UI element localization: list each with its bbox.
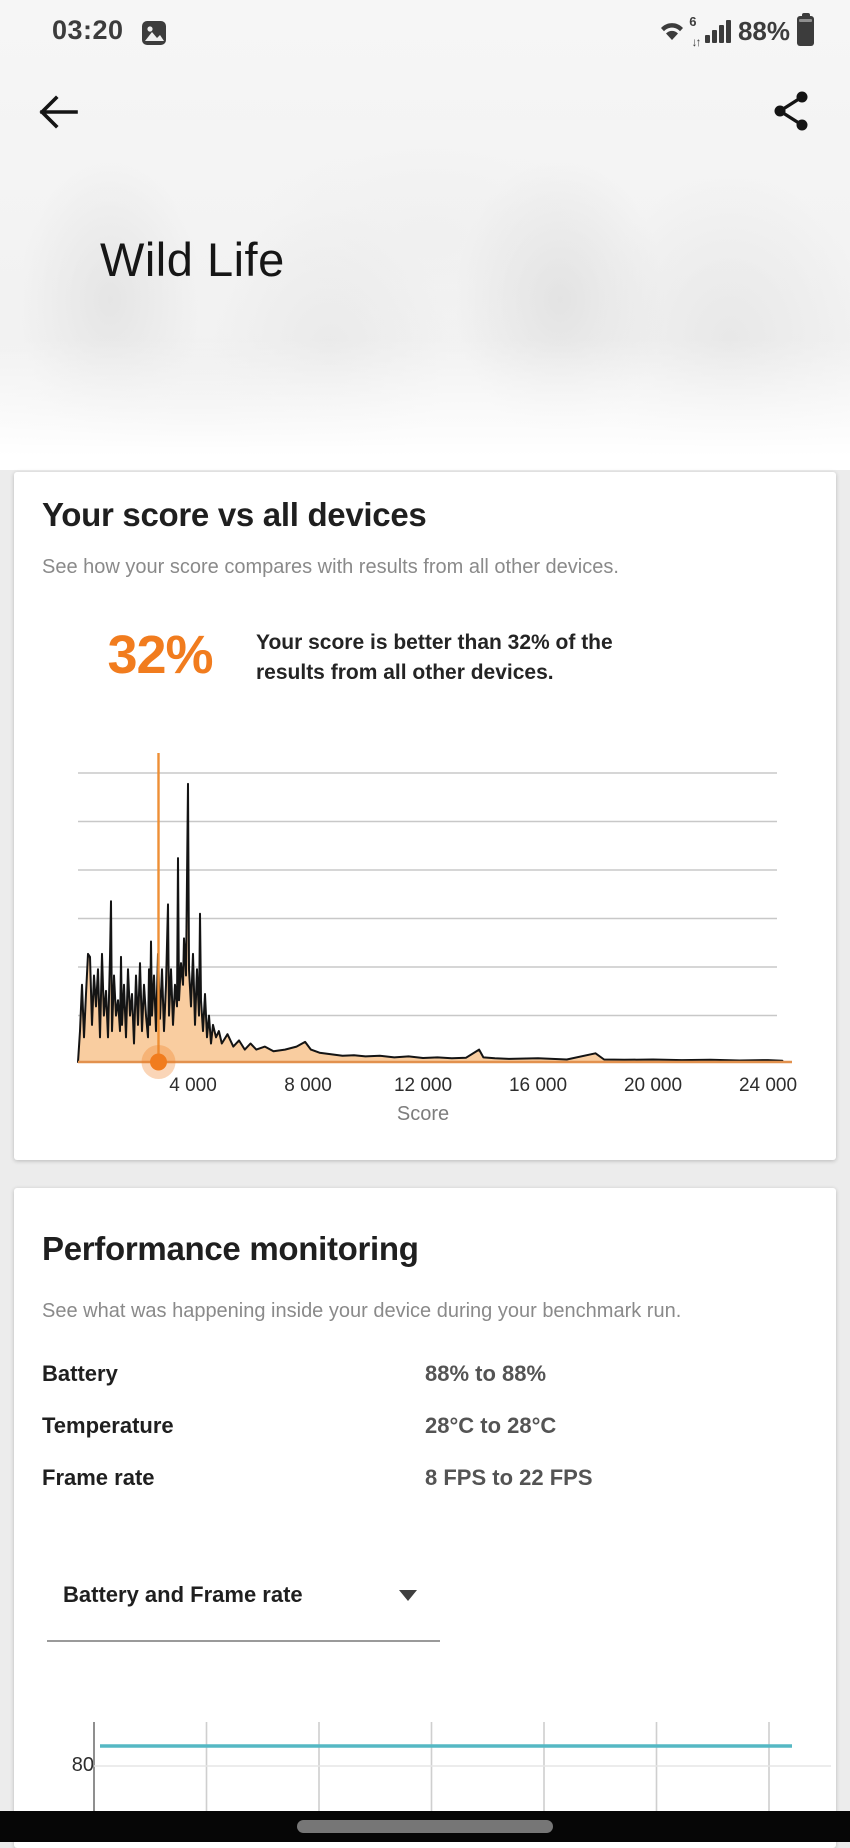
battery-percent-label: 88% bbox=[737, 15, 790, 46]
x-axis-title: Score bbox=[397, 1103, 449, 1120]
hero-header: 03:20 6 ↓↑ 88% bbox=[0, 0, 850, 470]
nav-handle[interactable] bbox=[297, 1820, 553, 1833]
clock-label: 03:20 bbox=[52, 15, 124, 45]
page-title: Wild Life bbox=[100, 233, 285, 286]
score-histogram-chart: 4 000 8 000 12 000 16 000 20 000 24 000 Score bbox=[77, 753, 797, 1120]
row-value-temperature: 28°C to 28°C bbox=[425, 1413, 557, 1438]
metric-dropdown[interactable]: Battery and Frame rate bbox=[63, 1574, 483, 1632]
wifi-icon: 6 ↓↑ bbox=[658, 14, 701, 49]
share-icon bbox=[772, 91, 812, 136]
image-notification-icon bbox=[141, 20, 167, 51]
dropdown-label: Battery and Frame rate bbox=[63, 1582, 303, 1607]
x-tick-label: 8 000 bbox=[284, 1075, 332, 1096]
chevron-down-icon bbox=[399, 1590, 417, 1601]
status-bar: 03:20 6 ↓↑ 88% bbox=[0, 0, 850, 62]
performance-chart bbox=[93, 1722, 831, 1811]
wifi-6-label: 6 bbox=[689, 14, 697, 29]
dropdown-underline bbox=[47, 1640, 440, 1642]
back-button[interactable] bbox=[36, 92, 80, 132]
score-card: Your score vs all devices See how your s… bbox=[14, 472, 836, 1160]
battery-icon bbox=[797, 13, 814, 46]
arrow-left-icon bbox=[36, 95, 80, 136]
y-tick-label: 80 bbox=[71, 1754, 94, 1776]
performance-subtitle: See what was happening inside your devic… bbox=[42, 1300, 682, 1322]
performance-heading: Performance monitoring bbox=[42, 1230, 419, 1267]
nav-bar bbox=[0, 1811, 850, 1842]
row-label-temperature: Temperature bbox=[42, 1413, 174, 1438]
x-tick-label: 24 000 bbox=[739, 1075, 797, 1096]
performance-card: Performance monitoring See what was happ… bbox=[14, 1188, 836, 1848]
row-value-framerate: 8 FPS to 22 FPS bbox=[425, 1465, 593, 1490]
your-score-marker-dot bbox=[150, 1053, 167, 1071]
x-tick-label: 12 000 bbox=[394, 1075, 452, 1096]
score-card-heading: Your score vs all devices bbox=[42, 496, 427, 533]
signal-bars-icon bbox=[705, 19, 731, 43]
x-tick-label: 4 000 bbox=[169, 1075, 217, 1096]
percentile-description: Your score is better than 32% of the res… bbox=[256, 631, 613, 684]
percentile-value: 32% bbox=[107, 625, 213, 685]
x-tick-label: 20 000 bbox=[624, 1075, 682, 1096]
share-button[interactable] bbox=[772, 90, 816, 132]
score-card-subtitle: See how your score compares with results… bbox=[42, 556, 619, 578]
row-label-battery: Battery bbox=[42, 1361, 118, 1386]
row-value-battery: 88% to 88% bbox=[425, 1361, 547, 1386]
row-label-framerate: Frame rate bbox=[42, 1465, 155, 1490]
wifi-updown-arrows-icon: ↓↑ bbox=[691, 35, 701, 49]
x-tick-label: 16 000 bbox=[509, 1075, 567, 1096]
histogram-area bbox=[77, 782, 784, 1063]
